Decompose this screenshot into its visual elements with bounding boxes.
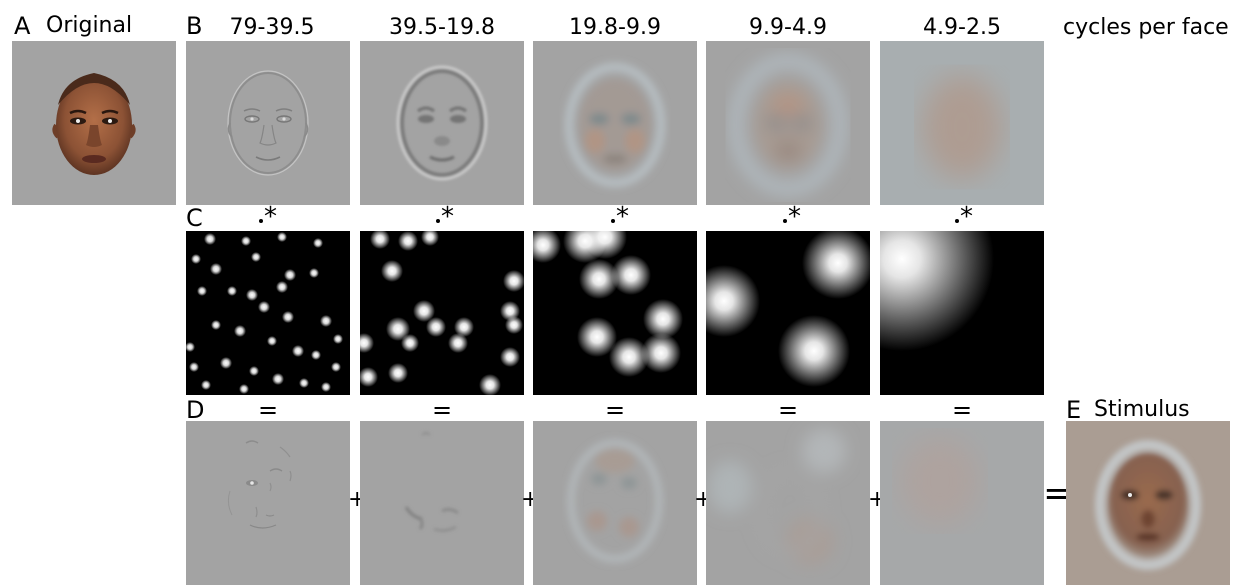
unit-label: cycles per face [1063, 15, 1229, 40]
equals-4: = [777, 396, 799, 424]
band-1-face-image [186, 41, 350, 205]
masked-band-2-image [360, 421, 524, 585]
panel-a-title: Original [46, 13, 133, 38]
equals-2: = [431, 396, 453, 424]
masked-band-3-image [533, 421, 697, 585]
panel-letter-a: A [14, 12, 31, 40]
bubble-mask-4 [706, 231, 870, 395]
multiply-dot-4 [783, 219, 787, 223]
multiply-star-3: * [616, 202, 629, 232]
band-label-4: 9.9-4.9 [749, 15, 827, 40]
stimulus-face-image [1066, 421, 1230, 585]
band-4-face-image [706, 41, 870, 205]
band-label-5: 4.9-2.5 [923, 15, 1001, 40]
panel-letter-e: E [1066, 396, 1082, 424]
multiply-star-5: * [960, 202, 973, 232]
band-3-face-image [533, 41, 697, 205]
equals-3: = [604, 396, 626, 424]
multiply-star-1: * [264, 202, 277, 232]
bubble-mask-5 [880, 231, 1044, 395]
multiply-dot-2 [436, 219, 440, 223]
panel-letter-c: C [186, 204, 203, 232]
multiply-dot-5 [955, 219, 959, 223]
band-label-2: 39.5-19.8 [389, 15, 495, 40]
band-label-1: 79-39.5 [229, 15, 315, 40]
panel-e-title: Stimulus [1094, 397, 1190, 422]
masked-band-5-image [880, 421, 1044, 585]
bubble-mask-2 [360, 231, 524, 395]
panel-letter-b: B [186, 12, 203, 40]
panel-letter-d: D [186, 396, 205, 424]
original-face-image [12, 41, 176, 205]
multiply-dot-3 [611, 219, 615, 223]
band-5-face-image [880, 41, 1044, 205]
masked-band-1-image [186, 421, 350, 585]
equals-1: = [257, 396, 279, 424]
band-2-face-image [360, 41, 524, 205]
equals-5: = [951, 396, 973, 424]
multiply-star-4: * [788, 202, 801, 232]
band-label-3: 19.8-9.9 [569, 15, 661, 40]
multiply-star-2: * [441, 202, 454, 232]
bubble-mask-1 [186, 231, 350, 395]
bubble-mask-3 [533, 231, 697, 395]
masked-band-4-image [706, 421, 870, 585]
multiply-dot-1 [259, 219, 263, 223]
